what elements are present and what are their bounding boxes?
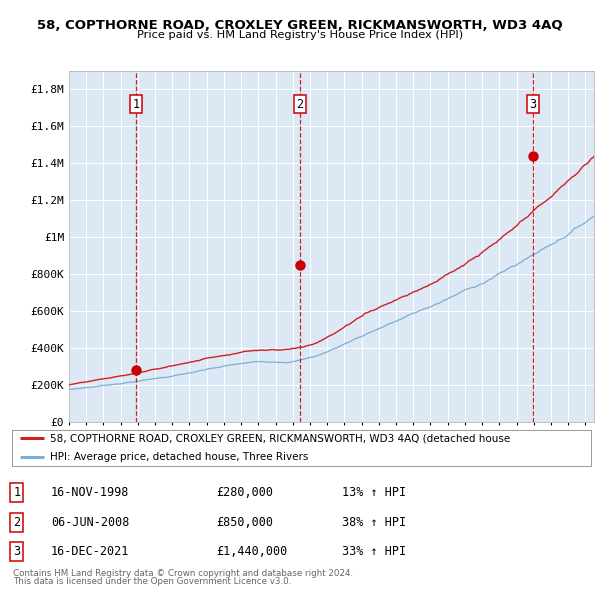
Text: 06-JUN-2008: 06-JUN-2008 — [51, 516, 130, 529]
Text: £850,000: £850,000 — [216, 516, 273, 529]
Text: 3: 3 — [13, 545, 20, 558]
Text: 16-NOV-1998: 16-NOV-1998 — [51, 486, 130, 499]
Text: 2: 2 — [13, 516, 20, 529]
Text: 1: 1 — [132, 97, 139, 110]
Text: HPI: Average price, detached house, Three Rivers: HPI: Average price, detached house, Thre… — [50, 453, 308, 463]
Text: 38% ↑ HPI: 38% ↑ HPI — [342, 516, 406, 529]
Text: £1,440,000: £1,440,000 — [216, 545, 287, 558]
Text: 58, COPTHORNE ROAD, CROXLEY GREEN, RICKMANSWORTH, WD3 4AQ: 58, COPTHORNE ROAD, CROXLEY GREEN, RICKM… — [37, 19, 563, 32]
Text: Price paid vs. HM Land Registry's House Price Index (HPI): Price paid vs. HM Land Registry's House … — [137, 30, 463, 40]
Text: This data is licensed under the Open Government Licence v3.0.: This data is licensed under the Open Gov… — [13, 577, 292, 586]
Text: 13% ↑ HPI: 13% ↑ HPI — [342, 486, 406, 499]
Text: 3: 3 — [530, 97, 536, 110]
Text: 16-DEC-2021: 16-DEC-2021 — [51, 545, 130, 558]
Text: Contains HM Land Registry data © Crown copyright and database right 2024.: Contains HM Land Registry data © Crown c… — [13, 569, 353, 578]
Text: £280,000: £280,000 — [216, 486, 273, 499]
Text: 33% ↑ HPI: 33% ↑ HPI — [342, 545, 406, 558]
Text: 1: 1 — [13, 486, 20, 499]
Text: 2: 2 — [296, 97, 304, 110]
Text: 58, COPTHORNE ROAD, CROXLEY GREEN, RICKMANSWORTH, WD3 4AQ (detached house: 58, COPTHORNE ROAD, CROXLEY GREEN, RICKM… — [50, 433, 510, 443]
